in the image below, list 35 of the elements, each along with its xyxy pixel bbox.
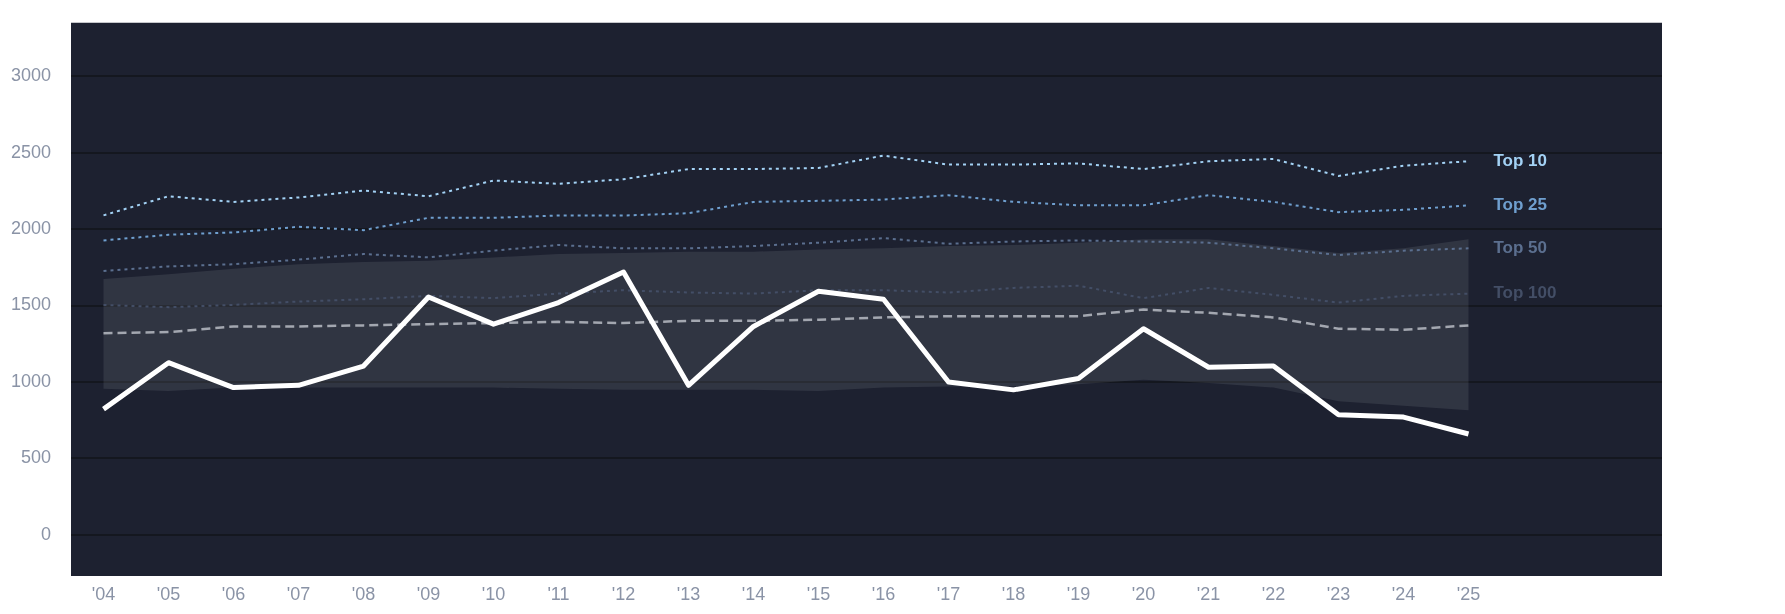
line-series (102, 237, 1470, 272)
series-label: Top 10 (1493, 150, 1548, 170)
line-series (102, 284, 1470, 309)
x-tick-label: '04 (91, 583, 116, 604)
y-tick-label: 1500 (10, 294, 51, 315)
y-tick-label: 2000 (10, 218, 51, 239)
x-tick-label: '14 (741, 583, 766, 604)
x-tick-label: '13 (676, 583, 701, 604)
series-label: Top 50 (1493, 238, 1548, 258)
x-tick-label: '23 (1326, 583, 1351, 604)
y-tick-label: 3000 (10, 65, 51, 86)
line-series (102, 308, 1470, 335)
x-tick-label: '10 (481, 583, 506, 604)
y-tick-label: 1000 (10, 370, 51, 391)
x-tick-label: '25 (1456, 583, 1481, 604)
x-tick-label: '20 (1131, 583, 1156, 604)
series-label: Top 25 (1493, 194, 1548, 214)
x-tick-label: '08 (351, 583, 376, 604)
x-tick-label: '07 (286, 583, 311, 604)
x-tick-label: '16 (871, 583, 896, 604)
x-tick-label: '21 (1196, 583, 1221, 604)
x-tick-label: '05 (156, 583, 181, 604)
x-tick-label: '12 (611, 583, 636, 604)
y-tick-label: 500 (20, 447, 51, 468)
x-tick-label: '19 (1066, 583, 1091, 604)
x-tick-label: '06 (221, 583, 246, 604)
y-tick-label: 0 (40, 523, 51, 544)
x-tick-label: '09 (416, 583, 441, 604)
x-tick-label: '22 (1261, 583, 1286, 604)
x-tick-label: '24 (1391, 583, 1416, 604)
x-tick-label: '17 (936, 583, 961, 604)
x-tick-label: '11 (547, 583, 570, 604)
x-tick-label: '18 (1001, 583, 1026, 604)
y-tick-label: 2500 (10, 141, 51, 162)
x-tick-label: '15 (806, 583, 831, 604)
